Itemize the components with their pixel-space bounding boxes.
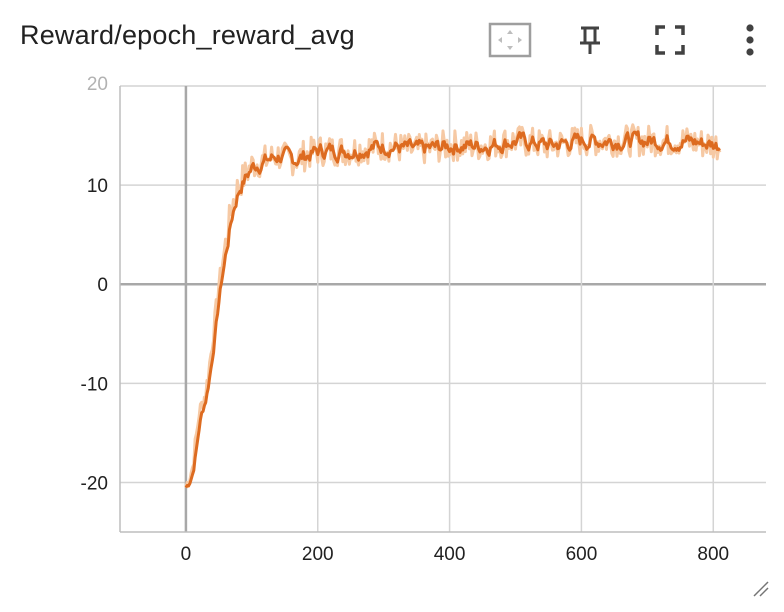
x-tick-label: 400	[434, 544, 466, 565]
x-tick-label: 600	[566, 544, 598, 565]
data-point	[197, 411, 201, 415]
data-point	[276, 153, 280, 157]
x-tick-label: 200	[302, 544, 334, 565]
data-point	[645, 139, 649, 143]
x-tick-label: 0	[181, 544, 192, 565]
data-point	[415, 148, 419, 152]
x-tick-label: 800	[697, 544, 729, 565]
data-point	[204, 391, 208, 395]
data-point	[230, 203, 234, 207]
data-point	[316, 148, 320, 152]
fullscreen-icon[interactable]	[648, 18, 692, 62]
data-point	[612, 139, 616, 143]
data-point	[263, 158, 267, 162]
data-point	[250, 163, 254, 167]
data-point	[718, 143, 722, 147]
data-point	[303, 153, 307, 157]
y-tick-label: -20	[81, 473, 108, 494]
more-vert-icon[interactable]	[728, 18, 772, 62]
data-point	[191, 466, 195, 470]
y-tick-label: 10	[87, 176, 108, 197]
data-point	[546, 143, 550, 147]
data-point	[382, 143, 386, 147]
grid	[120, 85, 766, 532]
smoothed-series-line	[184, 130, 721, 489]
data-point	[514, 139, 518, 143]
y-tick-label: 0	[97, 275, 108, 296]
raw-series-line	[184, 123, 722, 488]
chart-title: Reward/epoch_reward_avg	[20, 20, 355, 50]
series-layer	[184, 123, 722, 489]
data-point	[237, 183, 241, 187]
data-point	[481, 143, 485, 147]
data-point	[289, 158, 293, 162]
data-point	[184, 485, 188, 489]
data-point	[448, 143, 452, 147]
data-point	[678, 139, 682, 143]
data-point	[579, 139, 583, 143]
data-point	[217, 282, 221, 286]
data-point	[349, 148, 353, 152]
pin-icon[interactable]	[568, 18, 612, 62]
y-tick-label: 20	[87, 74, 108, 95]
fit-domain-icon[interactable]	[488, 18, 532, 62]
y-tick-label: -10	[81, 374, 108, 395]
resize-handle-icon[interactable]	[750, 578, 770, 598]
data-point	[210, 342, 214, 346]
data-point	[223, 243, 227, 247]
